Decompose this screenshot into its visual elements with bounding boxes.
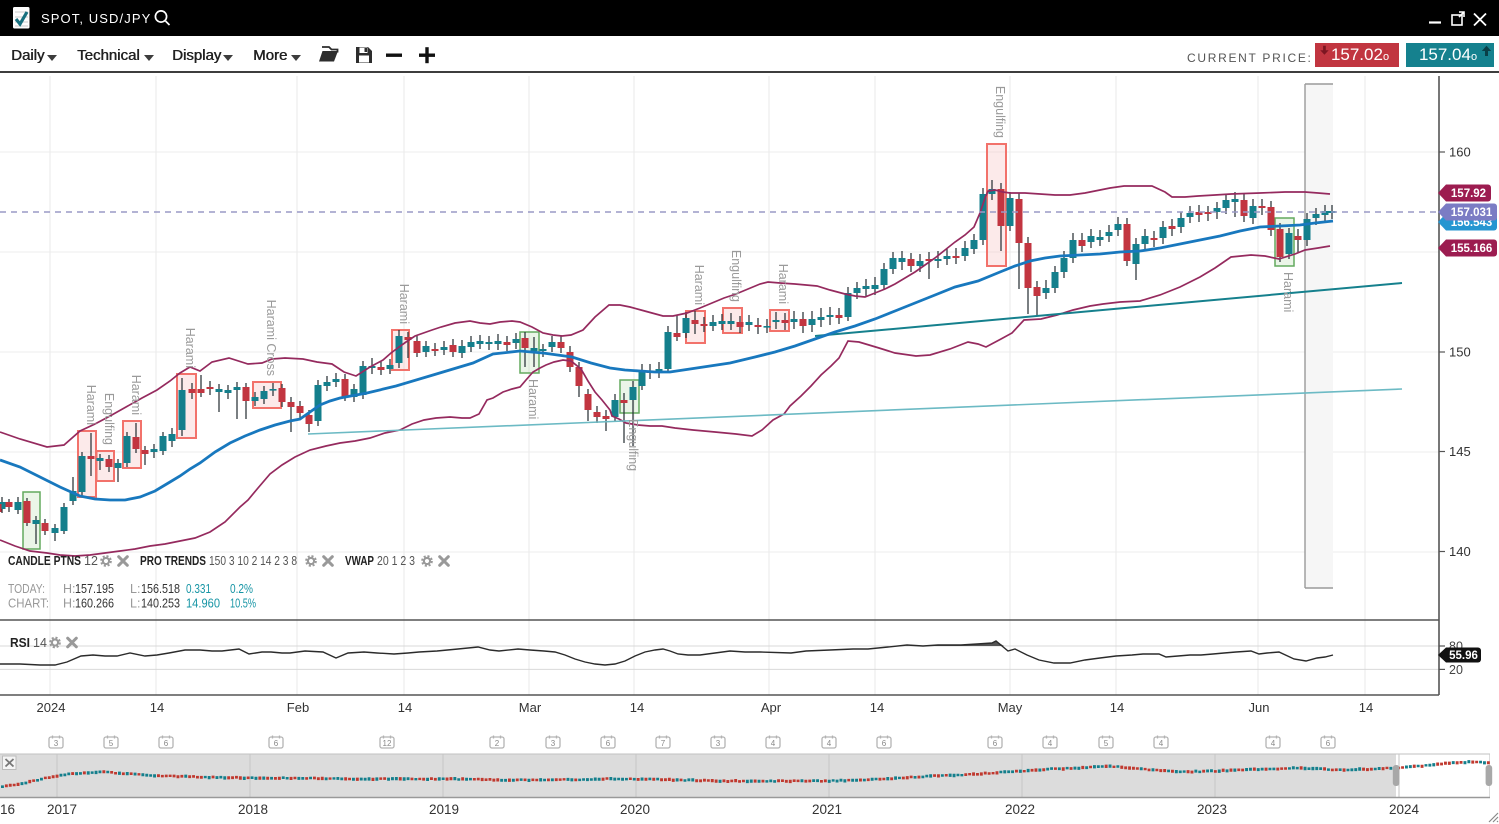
svg-text:2: 2	[495, 739, 500, 748]
svg-text:150 3 10 2 14 2 3 8: 150 3 10 2 14 2 3 8	[209, 554, 297, 568]
svg-text:4: 4	[1159, 739, 1164, 748]
svg-text:14: 14	[33, 636, 47, 650]
svg-text:14.960: 14.960	[186, 597, 220, 611]
svg-text:Harami: Harami	[84, 385, 98, 425]
svg-text:Harami: Harami	[776, 264, 790, 304]
svg-text:150: 150	[1449, 345, 1471, 360]
svg-text:2018: 2018	[238, 802, 268, 817]
svg-text:Harami: Harami	[1281, 272, 1295, 312]
svg-text:157.031: 157.031	[1451, 207, 1493, 219]
svg-text:5: 5	[1104, 739, 1109, 748]
svg-text:May: May	[998, 700, 1023, 715]
svg-text:14: 14	[870, 700, 884, 715]
svg-text:Harami: Harami	[526, 379, 540, 419]
svg-text:12: 12	[383, 739, 392, 748]
svg-text:Engulfing: Engulfing	[729, 250, 743, 302]
svg-text:2019: 2019	[429, 802, 459, 817]
svg-text:7: 7	[661, 739, 666, 748]
svg-text:6: 6	[993, 739, 998, 748]
svg-text:14: 14	[630, 700, 644, 715]
svg-text:2020: 2020	[620, 802, 650, 817]
svg-text:6: 6	[164, 739, 169, 748]
svg-text:Jun: Jun	[1249, 700, 1270, 715]
svg-text:55.96: 55.96	[1449, 650, 1478, 662]
svg-text:14: 14	[150, 700, 164, 715]
svg-text:6: 6	[274, 739, 279, 748]
svg-text:Feb: Feb	[287, 700, 309, 715]
svg-text:160: 160	[1449, 145, 1471, 160]
svg-text:2024: 2024	[1389, 802, 1420, 817]
svg-text:L:: L:	[130, 597, 140, 611]
svg-text:4: 4	[1271, 739, 1276, 748]
svg-text:2021: 2021	[812, 802, 842, 817]
svg-text:Engulfing: Engulfing	[626, 419, 640, 471]
svg-text:0.2%: 0.2%	[230, 582, 253, 596]
svg-text:160.266: 160.266	[75, 597, 114, 611]
svg-text:Harami Cross: Harami Cross	[264, 300, 278, 376]
svg-text:16: 16	[0, 802, 15, 817]
svg-text:H:: H:	[63, 582, 76, 596]
svg-text:14: 14	[398, 700, 412, 715]
svg-text:140: 140	[1449, 544, 1471, 559]
svg-text:0.331: 0.331	[186, 582, 211, 596]
svg-text:Harami: Harami	[397, 284, 411, 324]
svg-text:3: 3	[551, 739, 556, 748]
svg-text:RSI: RSI	[10, 636, 30, 650]
svg-text:Harami: Harami	[183, 328, 197, 368]
svg-text:14: 14	[1110, 700, 1124, 715]
svg-text:2023: 2023	[1197, 802, 1227, 817]
svg-text:20: 20	[1449, 663, 1463, 677]
svg-text:2024: 2024	[37, 700, 66, 715]
svg-text:20 1 2 3: 20 1 2 3	[377, 554, 415, 568]
svg-text:2022: 2022	[1005, 802, 1035, 817]
svg-text:4: 4	[1048, 739, 1053, 748]
svg-text:Apr: Apr	[761, 700, 782, 715]
svg-text:CHART:: CHART:	[8, 597, 49, 611]
svg-text:156.518: 156.518	[141, 582, 180, 596]
svg-text:6: 6	[606, 739, 611, 748]
svg-text:VWAP: VWAP	[345, 554, 374, 568]
svg-text:3: 3	[54, 739, 59, 748]
svg-text:Harami: Harami	[692, 265, 706, 305]
svg-text:Mar: Mar	[519, 700, 542, 715]
svg-text:4: 4	[827, 739, 832, 748]
svg-text:5: 5	[109, 739, 114, 748]
svg-text:6: 6	[882, 739, 887, 748]
svg-text:Harami: Harami	[129, 375, 143, 415]
svg-text:145: 145	[1449, 444, 1471, 459]
svg-text:4: 4	[771, 739, 776, 748]
svg-text:157.92: 157.92	[1451, 188, 1486, 200]
svg-text:12: 12	[84, 554, 98, 568]
svg-text:6: 6	[1326, 739, 1331, 748]
svg-text:14: 14	[1359, 700, 1373, 715]
svg-text:10.5%: 10.5%	[230, 597, 256, 611]
svg-text:PRO TRENDS: PRO TRENDS	[140, 554, 206, 568]
svg-text:CANDLE PTNS: CANDLE PTNS	[8, 554, 81, 568]
svg-text:157.195: 157.195	[75, 582, 114, 596]
svg-text:H:: H:	[63, 597, 76, 611]
svg-text:2017: 2017	[47, 802, 77, 817]
svg-text:TODAY:: TODAY:	[8, 582, 45, 596]
svg-text:Engulfing: Engulfing	[993, 86, 1007, 138]
svg-text:3: 3	[716, 739, 721, 748]
svg-text:L:: L:	[130, 582, 140, 596]
svg-text:Engulfing: Engulfing	[102, 393, 116, 445]
svg-text:155.166: 155.166	[1451, 243, 1493, 255]
svg-text:140.253: 140.253	[141, 597, 180, 611]
